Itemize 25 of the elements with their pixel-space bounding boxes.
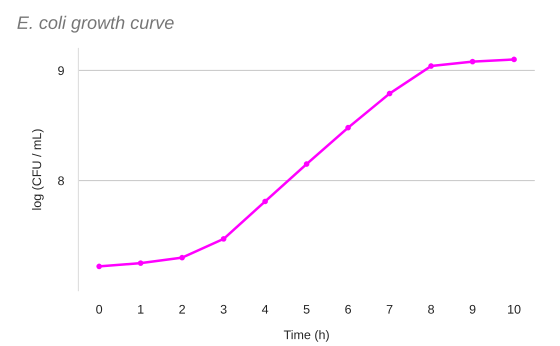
- point: [511, 56, 517, 62]
- x-tick-label: 6: [345, 304, 352, 314]
- point: [262, 198, 268, 204]
- point: [428, 63, 434, 69]
- point: [304, 161, 310, 167]
- x-tick-label: 5: [304, 304, 310, 314]
- x-tick-label: 8: [428, 304, 434, 314]
- x-tick-label: 3: [220, 304, 227, 314]
- x-tick-label: 2: [179, 304, 185, 314]
- point: [220, 236, 226, 242]
- x-tick-label: 4: [262, 304, 268, 314]
- chart-title: E. coli growth curve: [17, 16, 174, 33]
- x-axis-title: Time (h): [284, 330, 329, 342]
- x-tick-label: 10: [508, 304, 521, 314]
- point: [96, 264, 102, 270]
- point: [345, 124, 351, 130]
- point: [386, 90, 392, 96]
- x-tick-label: 0: [96, 304, 102, 314]
- x-tick-label: 1: [138, 304, 144, 314]
- point: [138, 260, 144, 266]
- x-tick-label: 9: [470, 304, 476, 314]
- point: [470, 58, 476, 64]
- y-axis-title: log (CFU / mL): [32, 129, 44, 210]
- x-tick-label: 7: [386, 304, 392, 314]
- point: [179, 254, 185, 260]
